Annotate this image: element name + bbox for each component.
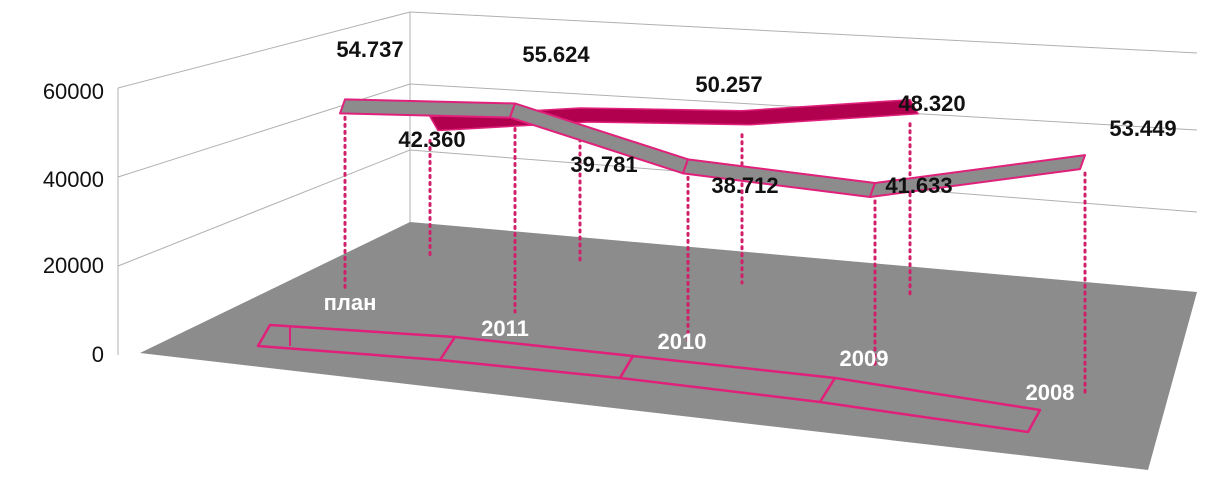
floor-ribbon (256, 323, 1042, 434)
y-tick-label: 20000 (43, 253, 104, 278)
floor-ribbon-segment (818, 376, 1042, 434)
category-label: 2010 (658, 329, 707, 354)
category-label: план (324, 290, 377, 315)
front-value-label: 48.320 (898, 91, 965, 116)
value-labels: 54.737 55.624 50.257 48.320 53.449 42.36… (336, 37, 1176, 198)
drop-lines (343, 115, 1087, 397)
category-label: 2011 (481, 316, 529, 341)
gridline-40000 (117, 83, 411, 178)
category-label: 2008 (1026, 380, 1075, 405)
back-value-label: 41.633 (885, 173, 952, 198)
front-value-label: 55.624 (522, 42, 590, 67)
y-axis-ticks: 0 20000 40000 60000 (43, 79, 104, 367)
front-series-ribbon (339, 98, 1086, 198)
y-tick-label: 40000 (43, 167, 104, 192)
gridline-20000 (117, 149, 411, 267)
front-value-label: 54.737 (336, 37, 403, 62)
back-value-label: 42.360 (398, 127, 465, 152)
back-value-label: 39.781 (570, 152, 637, 177)
gridline-60000-back (409, 11, 1198, 54)
gridline-60000 (117, 11, 411, 89)
category-label: 2009 (840, 346, 889, 371)
front-ribbon-segment (869, 154, 1086, 198)
front-ribbon-segment (339, 98, 516, 119)
y-tick-label: 60000 (43, 79, 104, 104)
category-labels: план 2011 2010 2009 2008 (324, 290, 1075, 405)
front-value-label: 50.257 (695, 72, 762, 97)
front-value-label: 53.449 (1109, 116, 1176, 141)
y-tick-label: 0 (92, 342, 104, 367)
back-value-label: 38.712 (711, 173, 778, 198)
